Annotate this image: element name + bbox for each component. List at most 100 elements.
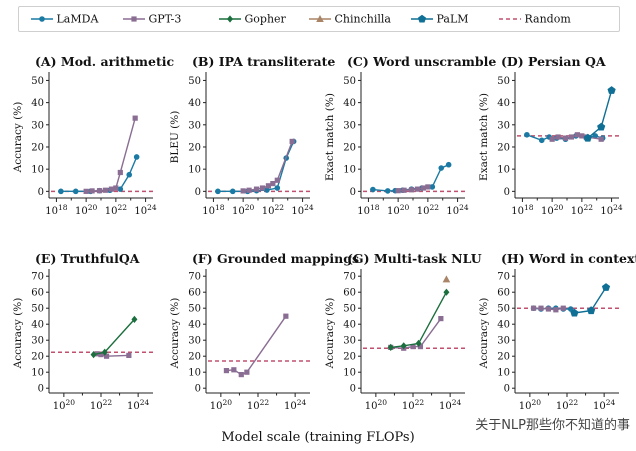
x-tick-label: 1020 (75, 203, 98, 217)
data-point (560, 305, 566, 311)
data-point (574, 132, 580, 138)
data-point (384, 188, 391, 194)
y-tick-label: 40 (188, 320, 201, 331)
data-point (370, 186, 376, 193)
data-point (253, 186, 260, 192)
x-tick-label: 1024 (284, 398, 307, 412)
y-tick-label: 10 (497, 368, 510, 379)
data-point (410, 344, 416, 350)
series-line (60, 156, 138, 193)
legend-label: Chinchilla (331, 12, 391, 26)
y-tick-label: 40 (497, 320, 510, 331)
y-axis-label: Accuracy (%) (12, 102, 24, 174)
y-axis-label: Accuracy (%) (478, 298, 490, 370)
legend: LaMDA GPT-3 Gopher Chinchilla PaLM Rando… (18, 6, 620, 32)
y-tick-label: 50 (343, 304, 356, 315)
x-tick-exponent: 20 (88, 203, 98, 212)
data-point (113, 185, 119, 191)
x-tick-exponent: 20 (400, 203, 410, 212)
x-tick-label: 1024 (439, 398, 462, 412)
y-tick-label: 10 (188, 165, 201, 176)
y-axis-label: Accuracy (%) (12, 298, 24, 370)
x-tick-exponent: 22 (260, 398, 270, 407)
x-tick-label: 1024 (593, 398, 616, 412)
data-point (597, 122, 606, 131)
x-tick-base: 10 (365, 401, 378, 412)
data-point (229, 188, 236, 195)
data-point (244, 369, 250, 375)
watermark-text: 关于NLP那些你不知道的事 (475, 418, 630, 433)
y-tick-label: 0 (504, 187, 510, 198)
x-tick-exponent: 22 (583, 203, 593, 212)
data-point (429, 184, 436, 190)
x-tick-base: 10 (439, 401, 452, 412)
legend-label: GPT-3 (145, 12, 182, 26)
data-point (545, 306, 552, 312)
data-point (538, 137, 545, 144)
x-tick-exponent: 22 (117, 203, 127, 212)
series-gpt-3 (388, 316, 444, 351)
x-tick-exponent: 20 (65, 398, 75, 407)
x-tick-exponent: 20 (531, 398, 541, 407)
y-tick-label: 10 (31, 368, 44, 379)
y-tick-label: 50 (188, 304, 201, 315)
x-tick-label: 1020 (387, 203, 410, 217)
legend-marker (417, 14, 427, 23)
x-tick-label: 1020 (519, 398, 542, 412)
legend-marker (131, 16, 137, 22)
data-point (96, 188, 103, 194)
series-lamda (215, 138, 297, 195)
data-point (264, 187, 270, 193)
x-tick-exponent: 20 (222, 398, 232, 407)
legend-item-chinchilla: Chinchilla (309, 12, 391, 26)
x-tick-base: 10 (519, 401, 532, 412)
data-point (587, 306, 596, 315)
x-tick-base: 10 (127, 401, 140, 412)
panel-title: (C) Word unscramble (347, 54, 496, 69)
data-point (530, 305, 537, 311)
x-tick-exponent: 22 (274, 203, 284, 212)
x-tick-base: 10 (247, 401, 260, 412)
data-point (420, 185, 426, 191)
data-point (607, 86, 616, 94)
x-tick-exponent: 22 (415, 398, 425, 407)
y-tick-label: 60 (343, 288, 356, 299)
y-axis-label: Accuracy (%) (169, 298, 181, 370)
data-point (524, 131, 530, 138)
x-tick-exponent: 18 (215, 203, 225, 212)
x-tick-base: 10 (593, 401, 606, 412)
x-tick-base: 10 (232, 206, 245, 217)
y-tick-label: 70 (497, 272, 510, 283)
data-point (395, 188, 401, 194)
series-gpt-3 (240, 138, 295, 194)
legend-swatch-chinchilla (309, 15, 331, 22)
legend-item-gopher: Gopher (219, 12, 286, 26)
series-palm (570, 283, 611, 317)
data-point (270, 180, 276, 187)
series-gopher (90, 315, 138, 359)
x-tick-exponent: 24 (304, 203, 314, 212)
data-point (414, 186, 421, 192)
y-axis-label: Exact match (%) (324, 93, 336, 181)
x-tick-label: 1018 (511, 203, 534, 217)
data-point (415, 339, 422, 347)
x-tick-base: 10 (571, 206, 584, 217)
x-tick-base: 10 (511, 206, 524, 217)
legend-swatch-gopher (219, 15, 241, 23)
y-tick-label: 30 (343, 336, 356, 347)
data-point (58, 188, 64, 195)
y-tick-label: 40 (31, 320, 44, 331)
y-tick-label: 0 (350, 384, 356, 395)
series-line (587, 90, 613, 139)
data-point (538, 305, 544, 311)
data-point (265, 183, 271, 189)
data-point (598, 136, 604, 142)
x-tick-label: 1020 (232, 203, 255, 217)
x-tick-base: 10 (446, 206, 459, 217)
data-point (274, 185, 281, 191)
y-tick-label: 50 (343, 76, 356, 87)
y-tick-label: 0 (504, 384, 510, 395)
data-point (72, 188, 79, 195)
